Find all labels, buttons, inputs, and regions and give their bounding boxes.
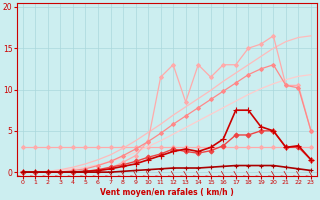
X-axis label: Vent moyen/en rafales ( km/h ): Vent moyen/en rafales ( km/h ) [100,188,234,197]
